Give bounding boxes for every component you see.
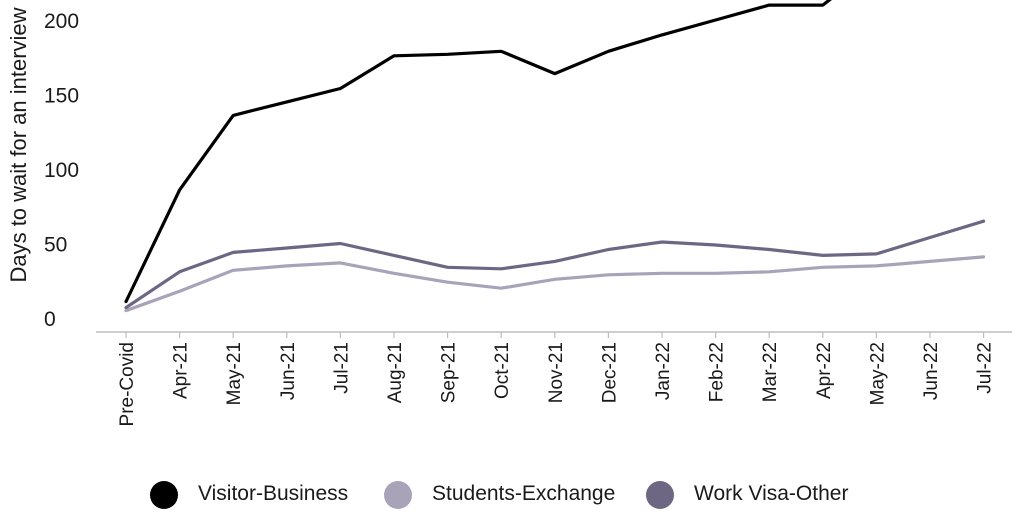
legend-swatch [646,481,674,509]
x-tick-label: Oct-21 [492,342,513,399]
y-tick-label: 150 [44,85,79,108]
series-line-students-exchange [124,255,986,313]
x-tick-label: Mar-22 [760,342,781,402]
x-tick-label: Jun-21 [278,342,299,400]
x-tick-label: Nov-21 [546,342,567,403]
x-tick-label: Aug-21 [385,342,406,403]
x-tick-label: Jun-22 [921,342,942,400]
x-tick-label: May-21 [224,342,245,405]
legend-swatch [150,481,178,509]
x-tick-label: May-22 [867,342,888,405]
x-tick-label: Sep-21 [439,342,460,403]
x-tick-label: Jul-21 [331,342,352,394]
legend-label: Work Visa-Other [694,482,848,505]
series-line-work-visa-other [124,219,986,310]
series-lines [124,0,986,313]
legend-label: Students-Exchange [432,482,615,505]
y-tick-label: 100 [44,159,79,182]
x-tick-label: Pre-Covid [117,342,138,426]
legend: Visitor-Business Students-Exchange Work Vi… [150,481,848,509]
x-tick-label: Apr-22 [814,342,835,399]
legend-swatch [384,481,412,509]
x-axis: Pre-Covid Apr-21 May-21 Jun-21 Jul-21 Aug-21 S… [117,332,996,426]
y-tick-label: 0 [44,308,56,331]
y-tick-label: 50 [44,234,67,257]
x-tick-label: Dec-21 [599,342,620,403]
x-tick-label: Feb-22 [707,342,728,402]
x-tick-label: Jul-22 [975,342,996,394]
y-axis: 0 50 100 150 200 [44,10,79,331]
x-tick-label: Jan-22 [653,342,674,400]
y-axis-label: Days to wait for an interview [6,7,31,282]
y-tick-label: 200 [44,10,79,33]
x-tick-label: Apr-21 [171,342,192,399]
series-line-visitor-business [124,0,832,304]
legend-label: Visitor-Business [198,482,348,505]
